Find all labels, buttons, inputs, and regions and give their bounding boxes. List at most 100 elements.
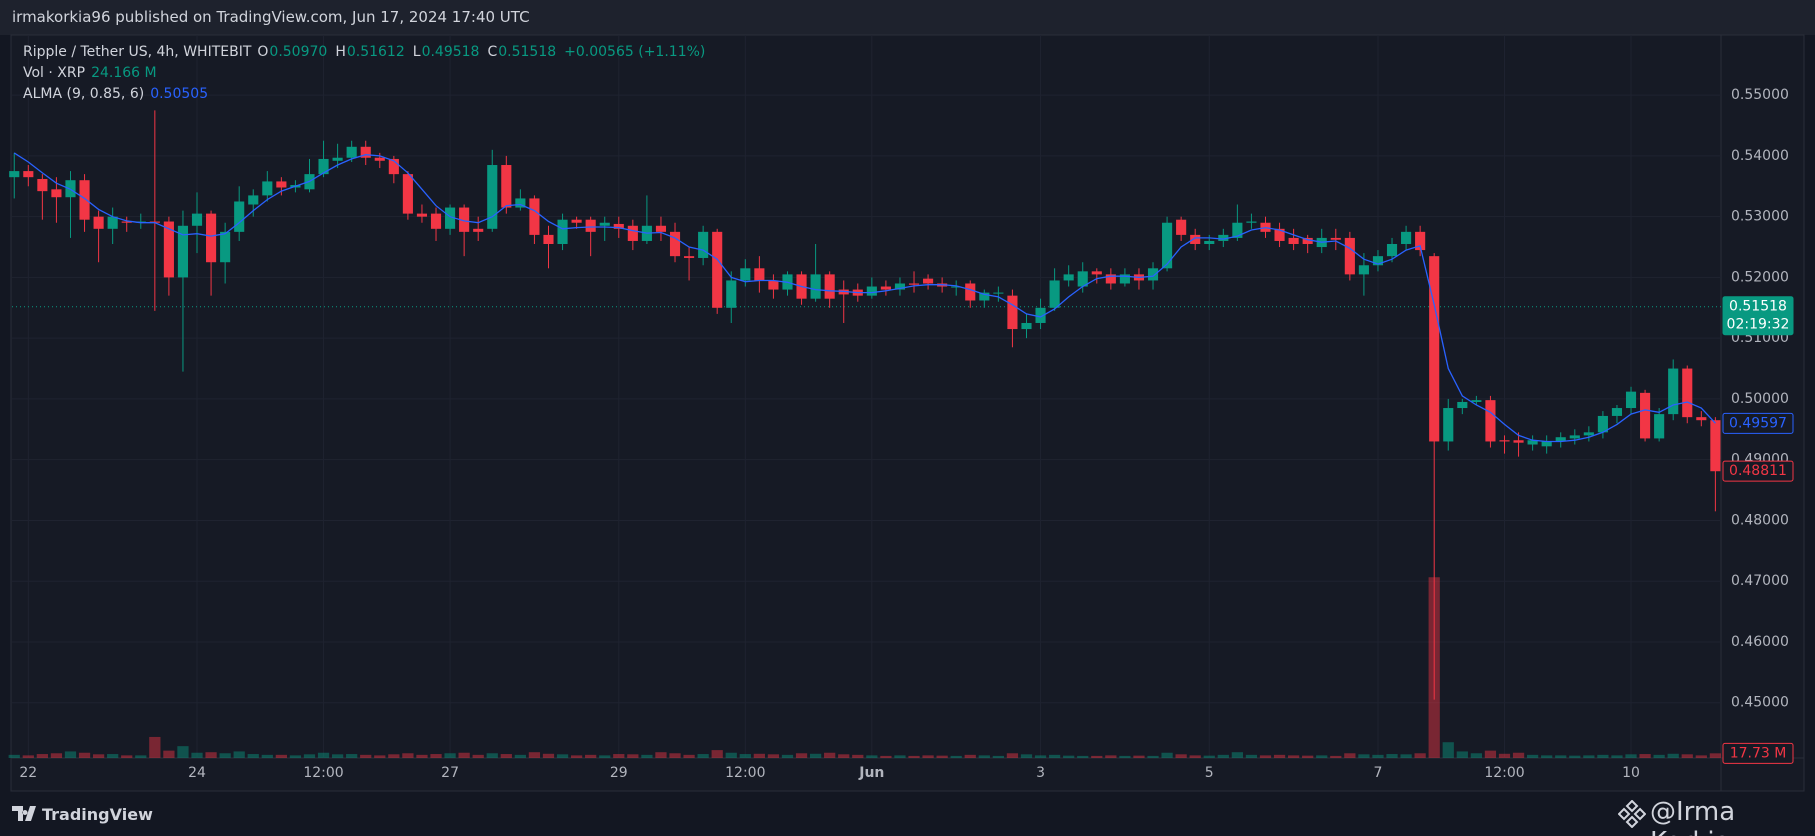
ohlc-value: 0.51518 [498, 44, 557, 60]
volume-bar [908, 755, 920, 758]
candle-body [1682, 368, 1693, 418]
volume-bar [402, 753, 414, 758]
alma-value: 0.50505 [150, 86, 209, 102]
volume-bar [1611, 755, 1623, 758]
volume-bar [992, 755, 1004, 758]
legend-volume: Vol · XRP 24.166 M [23, 65, 163, 81]
candle-body [177, 225, 189, 278]
brand: TradingView [42, 805, 153, 824]
volume-bar [627, 754, 639, 758]
candle-body [23, 171, 34, 178]
volume-bar [1639, 754, 1651, 758]
volume-bar [1470, 753, 1482, 758]
y-tick-label: 0.54000 [1731, 148, 1789, 164]
candle-body [473, 228, 484, 232]
candle-body [9, 171, 20, 178]
candle-body [445, 207, 456, 229]
candle-body [276, 181, 287, 188]
candle-body [726, 280, 737, 308]
volume-bar [1456, 751, 1468, 758]
volume-bar [360, 754, 372, 758]
volume-bar [669, 753, 681, 758]
volume-bar [121, 755, 133, 758]
candle-body [262, 181, 273, 196]
x-tick-label: 27 [441, 765, 459, 781]
volume-bar [163, 750, 175, 758]
volume-bar [978, 755, 990, 758]
x-tick-label: 12:00 [303, 765, 343, 781]
volume-bar [781, 754, 794, 758]
volume-bar [556, 754, 569, 758]
volume-name: Vol · XRP [23, 65, 86, 81]
candle-body [712, 231, 723, 308]
volume-bar [1091, 755, 1103, 758]
volume-bar [1569, 755, 1581, 758]
ohlc-key: C [487, 44, 498, 60]
volume-bar [964, 754, 976, 758]
candle-body [1611, 408, 1623, 416]
volume-label: 17.73 M [1730, 745, 1787, 761]
volume-bar [92, 754, 105, 758]
volume-bar [1400, 754, 1412, 758]
candle-body [1513, 440, 1524, 443]
watermark: @Irma Korkia [1650, 797, 1736, 836]
candle-body [1091, 271, 1102, 275]
candle-body [1302, 237, 1313, 245]
candle-body [1415, 231, 1426, 251]
volume-bar [303, 754, 316, 758]
candle-body [1190, 234, 1201, 245]
candle-body [93, 216, 104, 229]
candle-body [1471, 400, 1482, 402]
symbol: Ripple / Tether US, 4h, WHITEBIT [23, 44, 252, 60]
candle-body [684, 256, 695, 258]
x-tick-label: Jun [858, 765, 884, 781]
volume-bar [838, 754, 850, 758]
candle-body [1555, 437, 1566, 442]
candle-body [51, 189, 62, 198]
volume-bar [936, 755, 948, 758]
volume-bar [1484, 750, 1497, 758]
candle-body [880, 286, 891, 290]
volume-bar [599, 755, 611, 758]
volume-bar [1020, 754, 1033, 758]
volume-bar [317, 752, 330, 758]
y-tick-label: 0.52000 [1731, 269, 1789, 285]
volume-bar [852, 754, 864, 758]
candle-body [1597, 415, 1608, 433]
volume-bar [641, 754, 653, 758]
volume-bar [1231, 752, 1243, 758]
y-tick-label: 0.47000 [1731, 573, 1789, 589]
candle-body [1499, 440, 1510, 442]
y-tick-label: 0.53000 [1731, 209, 1789, 225]
candle-body [768, 280, 779, 290]
candle-body [1443, 408, 1454, 442]
candle-body [1457, 401, 1468, 409]
volume-bar [894, 755, 906, 758]
volume-bar [1681, 754, 1693, 758]
footer: TradingView @Irma Korkia [0, 792, 1815, 836]
volume-bar [866, 755, 878, 758]
volume-bar [1119, 755, 1131, 758]
volume-bar [346, 754, 358, 758]
candle-body [951, 286, 962, 288]
volume-bar [1048, 754, 1061, 758]
volume-bar [1034, 755, 1047, 758]
candle-body [515, 198, 526, 208]
volume-bar [824, 752, 836, 758]
volume-bar [1442, 742, 1454, 758]
volume-bar [500, 754, 512, 758]
volume-bar [711, 750, 723, 758]
volume-bar [1386, 754, 1398, 758]
volume-bar [1358, 754, 1370, 758]
volume-bar [458, 752, 470, 758]
candle-body [37, 178, 48, 192]
y-tick-label: 0.46000 [1731, 634, 1789, 650]
volume-bar [1498, 753, 1511, 758]
candle-body [191, 213, 203, 226]
candle-body [1162, 222, 1173, 269]
volume-bar [1667, 753, 1679, 758]
candle-body [1527, 440, 1538, 445]
candle-body [1246, 221, 1257, 223]
candle-body [1710, 420, 1721, 472]
candle-body [698, 231, 709, 258]
